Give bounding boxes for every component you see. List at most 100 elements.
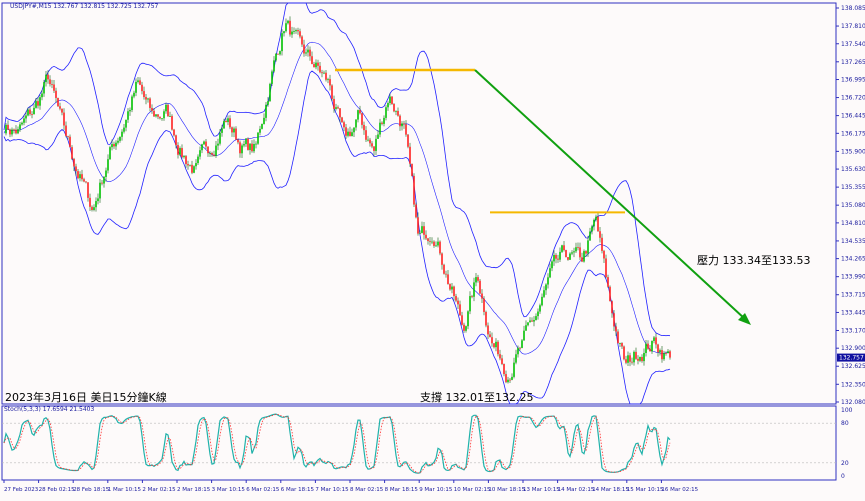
candle-body xyxy=(481,293,483,299)
candle-body xyxy=(67,136,69,137)
candle-body xyxy=(659,350,661,353)
candle-body xyxy=(305,52,307,54)
candle-body xyxy=(509,379,511,381)
candle-body xyxy=(463,324,465,331)
candle-body xyxy=(553,254,555,262)
candle-body xyxy=(243,144,245,146)
symbol-info: USDJPY#,M15 132.767 132.815 132.725 132.… xyxy=(10,3,159,10)
candle-body xyxy=(467,311,469,327)
candle-body xyxy=(607,277,609,287)
candle-body xyxy=(543,290,545,297)
candle-body xyxy=(149,98,151,108)
candle-body xyxy=(617,331,619,344)
bollinger-middle-band xyxy=(3,41,671,355)
candle-body xyxy=(595,216,597,220)
y-tick-label: 133.990 xyxy=(841,274,865,281)
candle-body xyxy=(439,241,441,254)
y-tick-label: 135.080 xyxy=(841,202,865,209)
candle-body xyxy=(237,139,239,143)
candle-body xyxy=(625,359,627,363)
candle-body xyxy=(497,341,499,355)
candle-body xyxy=(453,286,455,297)
candle-body xyxy=(85,181,87,183)
candle-body xyxy=(19,124,21,130)
stoch-signal-line xyxy=(3,414,671,474)
candle-body xyxy=(79,174,81,179)
candle-body xyxy=(125,119,127,128)
y-tick-label: 133.170 xyxy=(841,327,865,334)
y-tick-label: 132.350 xyxy=(841,381,865,388)
x-tick-label: 6 Mar 18:15 xyxy=(281,487,315,493)
stoch-info: Stoch(5,3,3) 17.6594 21.5403 xyxy=(4,406,95,413)
candle-body xyxy=(593,219,595,227)
candle-body xyxy=(585,251,587,254)
candle-body xyxy=(143,91,145,98)
candle-body xyxy=(465,326,467,331)
candle-body xyxy=(13,129,15,131)
resistance-label: 壓力 133.34至133.53 xyxy=(697,254,811,267)
candle-body xyxy=(437,241,439,246)
candle-body xyxy=(499,354,501,359)
candle-body xyxy=(329,79,331,86)
candle-body xyxy=(555,254,557,259)
y-tick-label: 136.175 xyxy=(841,130,865,137)
candle-body xyxy=(173,129,175,136)
candle-body xyxy=(275,53,277,61)
candle-body xyxy=(353,127,355,133)
candle-body xyxy=(101,182,103,184)
candle-body xyxy=(419,232,421,234)
candle-body xyxy=(587,240,589,254)
y-tick-label: 137.265 xyxy=(841,59,865,66)
candle-body xyxy=(431,241,433,243)
candle-body xyxy=(155,114,157,117)
candle-body xyxy=(629,355,631,362)
x-tick-label: 13 Mar 10:15 xyxy=(523,487,560,493)
y-tick-label: 133.445 xyxy=(841,309,865,316)
candle-body xyxy=(221,128,223,133)
candle-body xyxy=(131,96,133,111)
candle-body xyxy=(225,120,227,123)
candle-body xyxy=(273,60,275,72)
candle-body xyxy=(489,334,491,338)
candle-body xyxy=(239,142,241,154)
y-tick-label: 136.445 xyxy=(841,113,865,120)
y-tick-label: 133.715 xyxy=(841,292,865,299)
candle-body xyxy=(457,300,459,305)
candle-body xyxy=(559,251,561,260)
candle-body xyxy=(651,340,653,352)
candle-body xyxy=(577,247,579,249)
candle-body xyxy=(119,136,121,141)
candle-body xyxy=(113,144,115,147)
candle-body xyxy=(227,118,229,123)
candle-body xyxy=(93,207,95,210)
candle-body xyxy=(183,156,185,158)
candle-body xyxy=(449,284,451,290)
candle-body xyxy=(97,198,99,202)
candle-body xyxy=(569,253,571,260)
candle-body xyxy=(259,128,261,133)
candle-body xyxy=(535,316,537,320)
candle-body xyxy=(281,33,283,52)
y-tick-label: 136.720 xyxy=(841,95,865,102)
candle-body xyxy=(81,174,83,180)
candle-body xyxy=(643,352,645,362)
candle-body xyxy=(139,80,141,85)
candle-body xyxy=(483,298,485,312)
x-tick-label: 9 Mar 10:15 xyxy=(419,487,453,493)
candle-body xyxy=(253,144,255,152)
candle-body xyxy=(163,111,165,119)
stoch-level-label: 20 xyxy=(841,460,849,467)
candle-body xyxy=(435,245,437,247)
candle-body xyxy=(479,280,481,294)
candle-body xyxy=(25,115,27,119)
candle-body xyxy=(51,84,53,85)
candle-body xyxy=(195,163,197,167)
candle-body xyxy=(187,164,189,166)
candle-body xyxy=(503,363,505,375)
candle-body xyxy=(231,127,233,133)
candle-body xyxy=(45,74,47,83)
candle-body xyxy=(41,93,43,98)
x-tick-label: 2 Mar 18:15 xyxy=(177,487,211,493)
candle-body xyxy=(451,286,453,290)
